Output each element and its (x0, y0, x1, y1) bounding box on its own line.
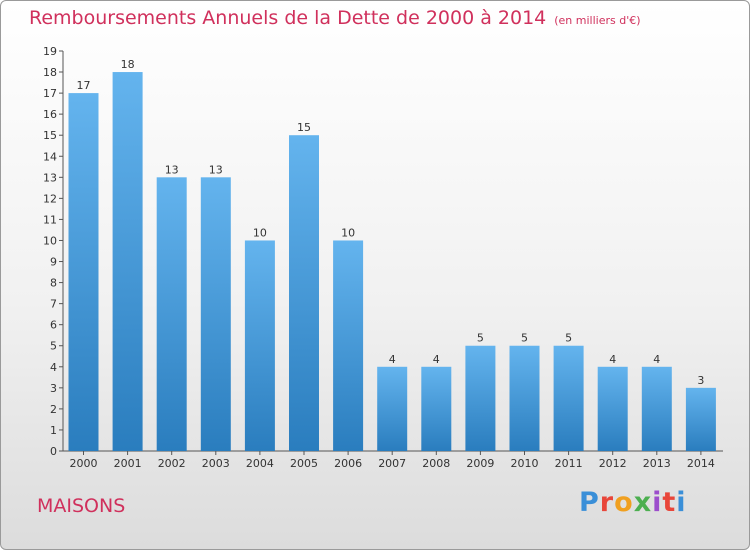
data-label: 4 (609, 353, 616, 366)
y-tick-label: 19 (43, 45, 57, 58)
y-tick-label: 4 (50, 361, 57, 374)
y-tick-label: 15 (43, 129, 57, 142)
bar-2006 (333, 240, 364, 451)
x-tick-label: 2010 (511, 457, 539, 470)
bar-2012 (597, 366, 628, 451)
x-tick-label: 2013 (643, 457, 671, 470)
x-tick-label: 2009 (466, 457, 494, 470)
city-name: MAISONS (37, 495, 126, 517)
x-tick-label: 2011 (555, 457, 583, 470)
proxiti-logo: Proxiti (579, 487, 687, 518)
bar-2011 (553, 345, 584, 451)
logo-letter: x (633, 487, 653, 518)
y-tick-label: 8 (50, 277, 57, 290)
data-label: 5 (477, 332, 484, 345)
data-label: 15 (297, 121, 311, 134)
logo-letter: t (662, 487, 677, 518)
y-tick-label: 14 (43, 150, 57, 163)
y-tick-label: 3 (50, 382, 57, 395)
data-label: 5 (521, 332, 528, 345)
data-label: 10 (341, 226, 355, 239)
data-label: 18 (121, 58, 135, 71)
bar-2000 (68, 93, 99, 452)
logo-letter: r (599, 487, 615, 518)
logo-letter: i (676, 487, 687, 518)
x-tick-label: 2014 (687, 457, 715, 470)
x-tick-label: 2005 (290, 457, 318, 470)
y-tick-label: 7 (50, 298, 57, 311)
bar-2008 (421, 366, 452, 451)
data-label: 3 (697, 374, 704, 387)
x-tick-label: 2012 (599, 457, 627, 470)
data-label: 13 (165, 163, 179, 176)
x-tick-label: 2008 (422, 457, 450, 470)
x-tick-label: 2007 (378, 457, 406, 470)
y-tick-label: 11 (43, 213, 57, 226)
x-tick-label: 2001 (114, 457, 142, 470)
x-tick-label: 2004 (246, 457, 274, 470)
title-text: Remboursements Annuels de la Dette de 20… (29, 7, 547, 29)
y-tick-label: 13 (43, 171, 57, 184)
data-label: 10 (253, 226, 267, 239)
y-tick-label: 6 (50, 319, 57, 332)
data-label: 4 (653, 353, 660, 366)
y-tick-label: 10 (43, 234, 57, 247)
logo-letter: o (614, 487, 634, 518)
data-label: 17 (77, 79, 91, 92)
y-tick-label: 9 (50, 256, 57, 269)
data-label: 13 (209, 163, 223, 176)
y-tick-label: 18 (43, 66, 57, 79)
logo-letter: i (652, 487, 663, 518)
x-tick-label: 2006 (334, 457, 362, 470)
bar-2013 (641, 366, 672, 451)
bar-2014 (685, 387, 716, 451)
logo-letter: P (579, 487, 600, 518)
x-tick-label: 2003 (202, 457, 230, 470)
bar-2007 (377, 366, 408, 451)
bar-2009 (465, 345, 496, 451)
data-label: 4 (433, 353, 440, 366)
bar-2004 (244, 240, 275, 451)
bar-2002 (156, 177, 187, 451)
y-tick-label: 16 (43, 108, 57, 121)
chart-title: Remboursements Annuels de la Dette de 20… (29, 7, 641, 29)
y-tick-label: 0 (50, 445, 57, 458)
bar-2001 (112, 72, 143, 451)
unit-label: (en milliers d'€) (554, 14, 641, 27)
y-tick-label: 2 (50, 403, 57, 416)
y-tick-label: 17 (43, 87, 57, 100)
bar-2003 (200, 177, 231, 451)
bar-2005 (289, 135, 319, 452)
data-label: 4 (389, 353, 396, 366)
y-tick-label: 1 (50, 424, 57, 437)
x-tick-label: 2000 (70, 457, 98, 470)
x-tick-label: 2002 (158, 457, 186, 470)
data-label: 5 (565, 332, 572, 345)
bar-2010 (509, 345, 540, 451)
y-tick-label: 12 (43, 192, 57, 205)
y-tick-label: 5 (50, 340, 57, 353)
